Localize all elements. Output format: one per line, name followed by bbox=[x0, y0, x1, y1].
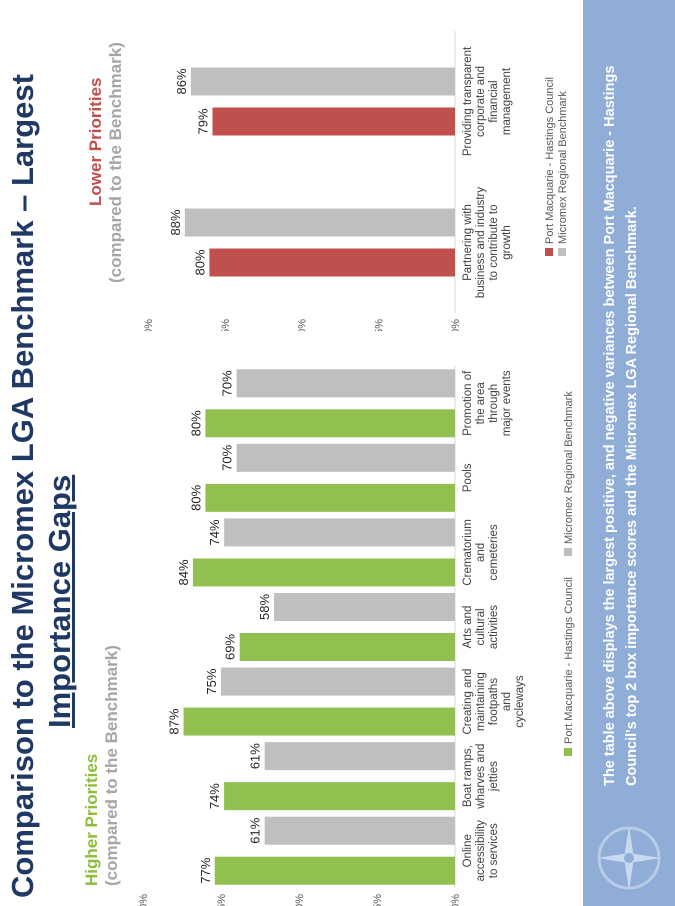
category-label: through bbox=[488, 384, 500, 423]
data-label: 87% bbox=[167, 708, 182, 734]
category-label: Partnering with bbox=[462, 204, 474, 281]
category-label: wharves and bbox=[475, 744, 487, 810]
bar bbox=[236, 369, 455, 398]
category-label: Promotion of bbox=[462, 370, 474, 436]
legend-swatch bbox=[564, 748, 572, 756]
legend-label: Port Macquarie - Hastings Council bbox=[563, 577, 575, 744]
bar bbox=[221, 667, 455, 696]
category-label: to contribute to bbox=[488, 204, 500, 280]
bar bbox=[209, 248, 456, 277]
category-label: jetties bbox=[488, 761, 500, 792]
category-label: footpaths bbox=[488, 678, 500, 726]
legend-swatch bbox=[545, 248, 553, 256]
y-tick-label: 25% bbox=[372, 894, 384, 906]
category-label: activities bbox=[488, 605, 500, 649]
bar bbox=[192, 558, 455, 587]
data-label: 70% bbox=[220, 370, 235, 396]
data-label: 86% bbox=[174, 68, 189, 94]
page-title: Comparison to the Micromex LGA Benchmark… bbox=[4, 8, 78, 898]
y-tick-label: 25% bbox=[373, 319, 385, 331]
bar bbox=[224, 782, 456, 811]
bar bbox=[264, 816, 455, 845]
data-label: 74% bbox=[207, 519, 222, 545]
category-label: the area bbox=[475, 382, 487, 425]
category-label: and bbox=[475, 543, 487, 562]
data-label: 75% bbox=[204, 668, 219, 694]
category-label: Providing transparent bbox=[462, 46, 474, 156]
data-label: 61% bbox=[248, 743, 263, 769]
lower-priorities-heading: Lower Priorities bbox=[86, 77, 105, 206]
bar bbox=[264, 742, 455, 771]
category-label: Online bbox=[462, 834, 474, 867]
data-label: 80% bbox=[188, 410, 203, 436]
y-tick-label: 50% bbox=[297, 319, 309, 331]
category-label: business and industry bbox=[475, 187, 487, 298]
bar bbox=[274, 593, 455, 621]
data-label: 80% bbox=[188, 484, 203, 510]
legend-label: Port Macquarie - Hastings Council bbox=[544, 77, 556, 244]
category-label: Crematorium bbox=[462, 519, 474, 585]
bar bbox=[205, 483, 456, 512]
higher-priorities-heading: Higher Priorities bbox=[82, 753, 101, 886]
category-label: cemeteries bbox=[488, 524, 500, 580]
lower-priorities-subheading: (compared to the Benchmark) bbox=[106, 42, 125, 283]
category-label: cycleways bbox=[514, 675, 526, 728]
category-label: maintaining bbox=[475, 672, 487, 731]
higher-priorities-subheading: (compared to the Benchmark) bbox=[102, 645, 121, 886]
y-tick-label: 100% bbox=[143, 319, 155, 331]
category-label: major events bbox=[501, 370, 513, 436]
footer-banner: The table above displays the largest pos… bbox=[583, 0, 675, 906]
data-label: 84% bbox=[176, 559, 191, 585]
category-label: Boat ramps, bbox=[462, 745, 474, 807]
category-label: cultural bbox=[475, 608, 487, 645]
category-label: financial bbox=[488, 80, 500, 122]
legend-swatch bbox=[558, 248, 566, 256]
category-label: management bbox=[501, 67, 513, 135]
higher-priorities-chart: 0% 25% 50% 75% 100% 77% 61% Onlineaccessibility… bbox=[138, 366, 575, 906]
data-label: 58% bbox=[257, 594, 272, 620]
footer-text: The table above displays the largest pos… bbox=[602, 65, 640, 786]
category-label: and bbox=[501, 692, 513, 711]
data-label: 77% bbox=[198, 857, 213, 883]
category-label: growth bbox=[501, 225, 513, 260]
legend-label: Micromex Regional Benchmark bbox=[563, 391, 575, 544]
compass-logo-icon bbox=[597, 826, 661, 890]
bar bbox=[212, 107, 455, 136]
data-label: 74% bbox=[207, 783, 222, 809]
title-line-2: Importance Gaps bbox=[42, 474, 77, 728]
y-tick-label: 0% bbox=[450, 319, 462, 331]
bar bbox=[239, 633, 455, 661]
category-label: corporate and bbox=[475, 66, 487, 137]
y-tick-label: 75% bbox=[220, 319, 232, 331]
data-label: 88% bbox=[168, 209, 183, 235]
category-label: accessibility bbox=[475, 820, 487, 882]
bar bbox=[205, 409, 456, 438]
data-label: 79% bbox=[195, 108, 210, 134]
y-tick-label: 50% bbox=[294, 894, 306, 906]
data-label: 70% bbox=[220, 444, 235, 470]
bar bbox=[214, 856, 456, 885]
bar bbox=[190, 67, 455, 96]
data-label: 61% bbox=[248, 817, 263, 843]
category-label: Creating and bbox=[462, 669, 474, 735]
bar bbox=[183, 707, 456, 736]
legend-swatch bbox=[564, 548, 572, 556]
lower-priorities-chart: 0% 25% 50% 75% 100% 80% 88% Partnering withbusi… bbox=[143, 31, 569, 331]
bar bbox=[236, 443, 455, 472]
bar bbox=[224, 518, 456, 547]
category-label: to services bbox=[488, 823, 500, 878]
y-tick-label: 0% bbox=[450, 894, 462, 906]
category-label: Arts and bbox=[462, 606, 474, 649]
data-label: 69% bbox=[223, 634, 238, 660]
bar bbox=[184, 208, 456, 237]
y-tick-label: 75% bbox=[216, 894, 228, 906]
category-label: Pools bbox=[462, 463, 474, 492]
y-tick-label: 100% bbox=[138, 894, 150, 906]
data-label: 80% bbox=[192, 249, 207, 275]
title-line-1: Comparison to the Micromex LGA Benchmark… bbox=[5, 74, 40, 898]
legend-label: Micromex Regional Benchmark bbox=[557, 91, 569, 244]
